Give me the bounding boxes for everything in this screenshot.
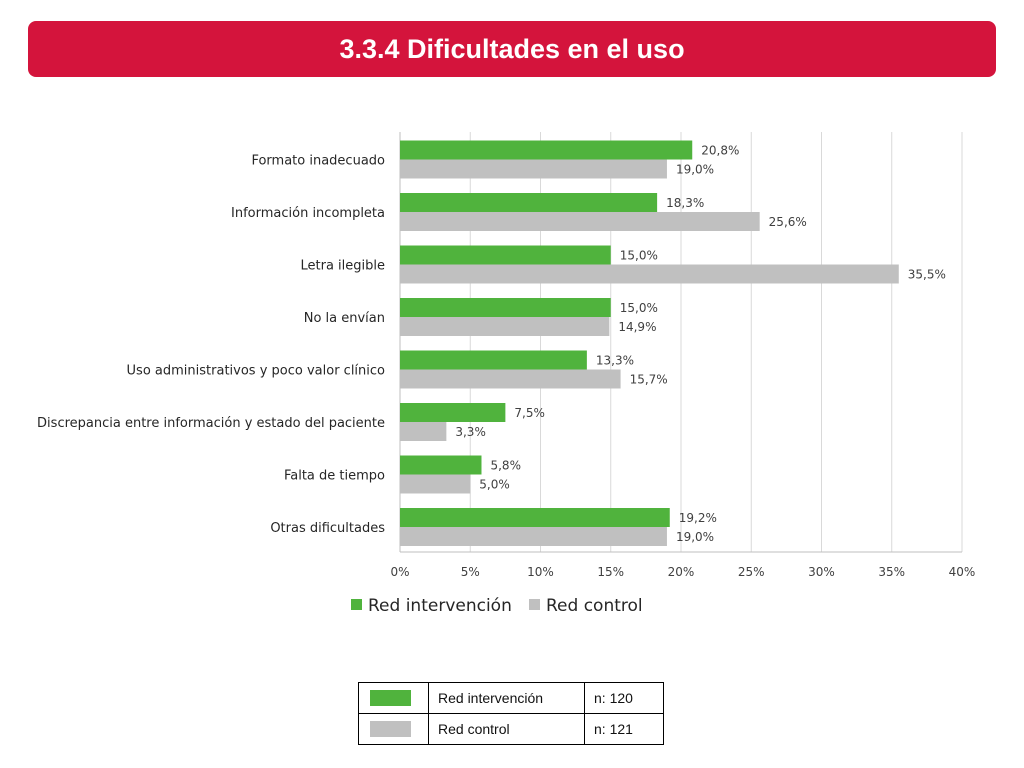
table-row: Red intervención n: 120 <box>358 682 664 714</box>
data-label: 15,0% <box>620 301 658 315</box>
x-tick-label: 25% <box>738 565 765 579</box>
x-tick-label: 10% <box>527 565 554 579</box>
legend-swatch-intervencion <box>351 599 362 610</box>
data-label: 35,5% <box>908 268 946 282</box>
x-tick-label: 30% <box>808 565 835 579</box>
bar-intervencion <box>400 193 658 212</box>
data-label: 5,0% <box>479 478 510 492</box>
data-label: 25,6% <box>769 215 807 229</box>
data-label: 5,8% <box>490 459 521 473</box>
control-swatch <box>370 721 411 737</box>
category-label: Otras dificultades <box>270 521 385 536</box>
data-label: 15,7% <box>630 373 668 387</box>
group-name: Red intervención <box>428 682 585 714</box>
legend-swatch-control <box>529 599 540 610</box>
category-label: Información incompleta <box>231 206 385 221</box>
data-label: 3,3% <box>455 425 486 439</box>
bar-intervencion <box>400 403 506 422</box>
data-label: 13,3% <box>596 354 634 368</box>
bar-intervencion <box>400 350 587 370</box>
legend-label: Red intervención <box>368 596 512 616</box>
data-label: 7,5% <box>514 406 545 420</box>
bar-control <box>400 369 621 389</box>
bar-control <box>400 422 447 441</box>
bar-control <box>400 159 667 179</box>
table-row: Red control n: 121 <box>358 713 664 745</box>
data-label: 19,0% <box>676 163 714 177</box>
bar-intervencion <box>400 508 670 527</box>
page-title: 3.3.4 Dificultades en el uso <box>339 33 685 64</box>
data-label: 14,9% <box>618 320 656 334</box>
data-label: 18,3% <box>666 196 704 210</box>
bar-chart: 0% 5% 10% 15% 20% 25% 30% 35% 40% Formato inadecu… <box>37 132 976 616</box>
data-label: 19,0% <box>676 530 714 544</box>
category-label: Uso administrativos y poco valor clínico <box>127 364 385 379</box>
bar-control <box>400 527 667 546</box>
data-label: 19,2% <box>679 511 717 525</box>
bar-intervencion <box>400 455 482 475</box>
intervencion-swatch <box>370 690 411 706</box>
swatch-cell <box>358 682 429 714</box>
x-tick-label: 5% <box>461 565 480 579</box>
x-tick-label: 40% <box>949 565 976 579</box>
category-label: Letra ilegible <box>301 259 386 274</box>
bar-intervencion <box>400 140 693 160</box>
title-banner: 3.3.4 Dificultades en el uso <box>28 21 996 77</box>
category-label: Formato inadecuado <box>251 154 385 169</box>
group-n: n: 121 <box>584 713 664 745</box>
swatch-cell <box>358 713 429 745</box>
x-tick-label: 20% <box>668 565 695 579</box>
category-label: Falta de tiempo <box>284 469 385 484</box>
bar-control <box>400 317 610 336</box>
category-label: Discrepancia entre información y estado … <box>37 416 385 431</box>
bar-intervencion <box>400 298 611 317</box>
category-label: No la envían <box>304 311 385 326</box>
x-tick-label: 35% <box>878 565 905 579</box>
bar-control <box>400 212 760 231</box>
group-name: Red control <box>428 713 585 745</box>
bar-control <box>400 474 471 494</box>
x-tick-label: 0% <box>390 565 409 579</box>
legend-label: Red control <box>546 596 643 616</box>
bar-control <box>400 264 899 284</box>
data-label: 20,8% <box>701 144 739 158</box>
sample-size-table: Red intervención n: 120 Red control n: 1… <box>358 682 664 745</box>
group-n: n: 120 <box>584 682 664 714</box>
bar-intervencion <box>400 245 611 265</box>
data-label: 15,0% <box>620 249 658 263</box>
x-tick-label: 15% <box>597 565 624 579</box>
